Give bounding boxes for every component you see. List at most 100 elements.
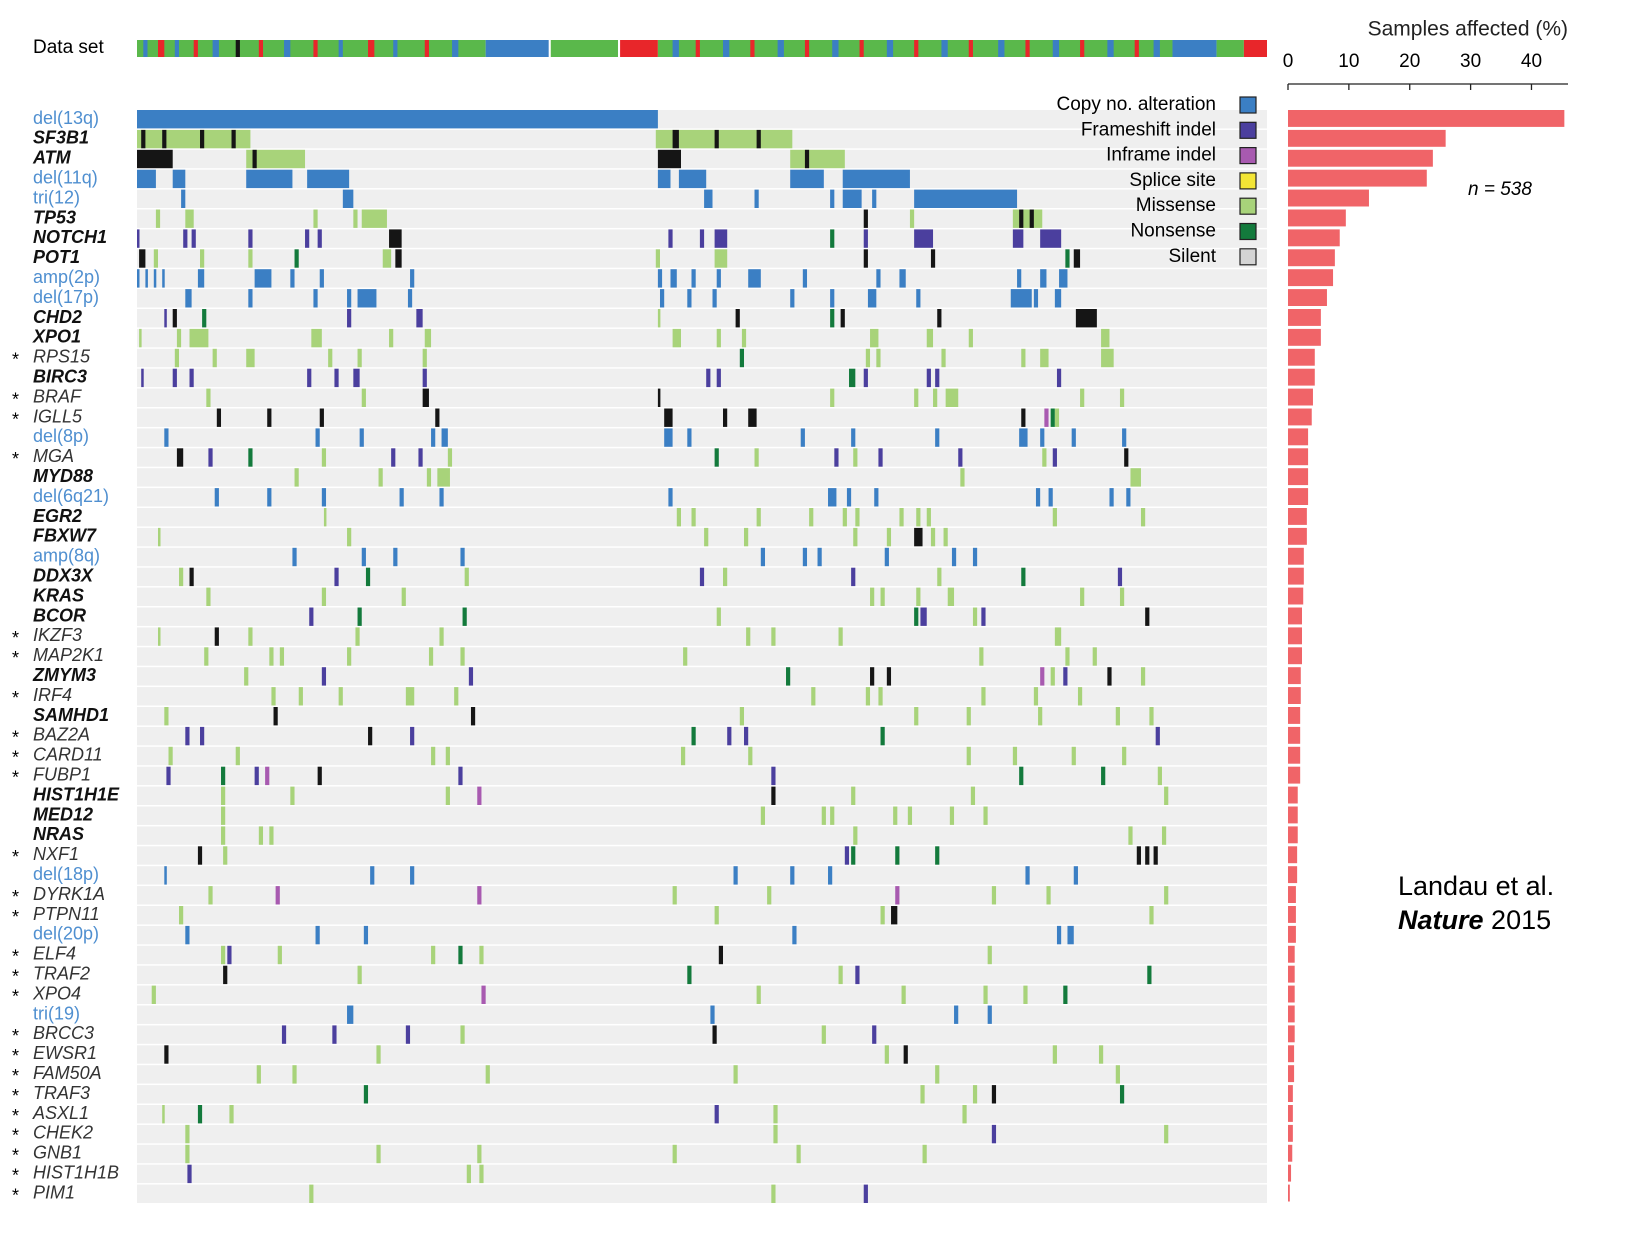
legend-label: Copy no. alteration bbox=[1057, 94, 1217, 115]
row-background bbox=[137, 726, 1267, 746]
bar bbox=[1288, 1144, 1293, 1162]
mutation-mark bbox=[422, 388, 429, 407]
legend-label: Frameshift indel bbox=[1081, 119, 1216, 140]
mutation-mark bbox=[1056, 368, 1062, 388]
dataset-segment bbox=[368, 40, 375, 57]
mutation-mark bbox=[1012, 209, 1043, 228]
mutation-mark bbox=[168, 746, 173, 766]
mutation-mark bbox=[886, 667, 892, 686]
mutation-mark bbox=[691, 726, 696, 746]
mutation-mark bbox=[699, 229, 705, 248]
row-label: IGLL5 bbox=[33, 406, 83, 426]
mutation-mark bbox=[1033, 289, 1039, 308]
mutation-mark bbox=[1147, 965, 1152, 985]
mutation-mark bbox=[748, 746, 753, 766]
mutation-mark bbox=[767, 886, 772, 905]
mutation-mark bbox=[1071, 428, 1076, 447]
row-label: XPO4 bbox=[32, 983, 81, 1003]
mutation-mark bbox=[756, 508, 761, 527]
mutation-mark bbox=[355, 627, 360, 646]
legend-swatch bbox=[1239, 248, 1257, 266]
dataset-segment bbox=[137, 40, 486, 57]
mutation-mark bbox=[197, 1105, 203, 1124]
mutation-mark bbox=[672, 129, 679, 149]
mutation-mark bbox=[914, 527, 923, 547]
mutation-mark bbox=[267, 488, 272, 507]
bar bbox=[1288, 368, 1315, 386]
mutation-mark bbox=[962, 1105, 967, 1124]
row-label: FUBP1 bbox=[33, 764, 91, 784]
mutation-mark bbox=[926, 368, 931, 388]
mutation-mark bbox=[164, 707, 169, 726]
bar bbox=[1288, 1025, 1295, 1043]
mutation-mark bbox=[1033, 687, 1039, 706]
mutation-mark bbox=[1124, 448, 1129, 467]
row-background bbox=[137, 806, 1267, 825]
row-label: TRAF3 bbox=[33, 1083, 90, 1103]
mutation-mark bbox=[914, 189, 1018, 208]
mutation-mark bbox=[1040, 428, 1045, 447]
mutation-mark bbox=[439, 488, 444, 507]
mutation-mark bbox=[668, 488, 673, 507]
row-star: * bbox=[12, 1086, 19, 1106]
bar bbox=[1288, 488, 1309, 505]
row-label: PTPN11 bbox=[33, 904, 100, 924]
legend-label: Missense bbox=[1136, 195, 1216, 216]
bar bbox=[1288, 1065, 1295, 1083]
bar bbox=[1288, 129, 1446, 147]
mutation-mark bbox=[164, 866, 167, 885]
mutation-mark bbox=[1140, 508, 1146, 527]
row-star: * bbox=[12, 1126, 19, 1146]
mutation-mark bbox=[231, 129, 236, 149]
mutation-mark bbox=[960, 468, 965, 487]
row-background bbox=[137, 587, 1267, 606]
row-label: MGA bbox=[33, 446, 74, 466]
mutation-mark bbox=[273, 707, 278, 726]
mutation-mark bbox=[809, 508, 814, 527]
row-background bbox=[137, 468, 1267, 487]
mutation-mark bbox=[714, 249, 728, 268]
mutation-mark bbox=[307, 368, 312, 388]
dataset-segment bbox=[550, 40, 618, 57]
mutation-mark bbox=[166, 766, 171, 786]
mutation-mark bbox=[1050, 667, 1055, 686]
mutation-mark bbox=[221, 945, 226, 965]
row-background bbox=[137, 627, 1267, 646]
row-label: RPS15 bbox=[33, 347, 91, 367]
mutation-mark bbox=[668, 229, 673, 248]
mutation-mark bbox=[786, 667, 791, 686]
mutation-mark bbox=[309, 607, 314, 626]
mutation-mark bbox=[410, 726, 415, 746]
credit-authors: Landau et al. bbox=[1398, 871, 1554, 901]
dataset-segment bbox=[941, 40, 948, 57]
mutation-mark bbox=[914, 707, 919, 726]
row-label: FBXW7 bbox=[33, 526, 97, 546]
mutation-mark bbox=[137, 149, 173, 169]
dataset-segment bbox=[424, 40, 429, 57]
row-label: ZMYM3 bbox=[32, 665, 96, 685]
row-background bbox=[137, 269, 1267, 288]
mutation-mark bbox=[1046, 886, 1051, 905]
mutation-mark bbox=[200, 249, 205, 268]
mutation-mark bbox=[479, 945, 484, 965]
row-background bbox=[137, 1005, 1267, 1024]
mutation-mark bbox=[1012, 229, 1024, 248]
mutation-mark bbox=[137, 229, 140, 248]
row-background bbox=[137, 1065, 1267, 1084]
mutation-mark bbox=[162, 269, 165, 288]
mutation-mark bbox=[460, 647, 465, 666]
row-background bbox=[137, 348, 1267, 368]
mutation-mark bbox=[741, 328, 747, 348]
row-star: * bbox=[12, 748, 19, 768]
mutation-mark bbox=[153, 269, 157, 288]
mutation-mark bbox=[714, 448, 719, 467]
row-background bbox=[137, 607, 1267, 626]
dataset-segment bbox=[313, 40, 318, 57]
row-background bbox=[137, 1144, 1267, 1164]
mutation-mark bbox=[290, 786, 295, 805]
mutation-mark bbox=[248, 249, 253, 268]
mutation-mark bbox=[458, 766, 463, 786]
mutation-mark bbox=[206, 388, 211, 407]
bar bbox=[1288, 169, 1427, 187]
